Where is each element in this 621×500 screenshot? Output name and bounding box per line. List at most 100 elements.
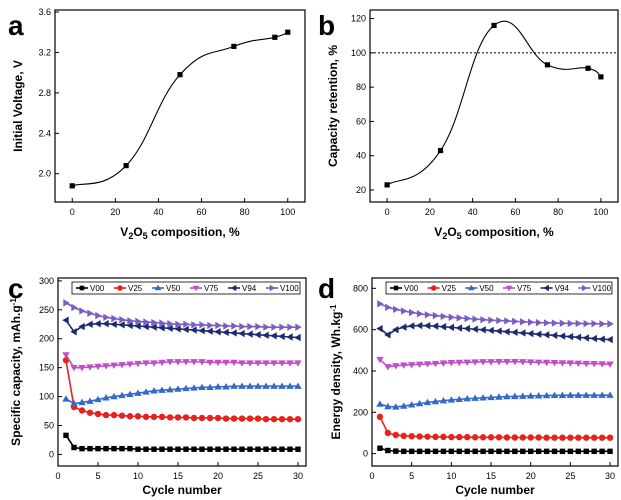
data-point <box>151 446 157 452</box>
data-point <box>177 72 183 78</box>
data-point <box>119 315 126 324</box>
data-point <box>94 395 102 403</box>
data-point <box>295 446 301 452</box>
legend-marker <box>117 285 123 291</box>
x-tick-label: 25 <box>565 471 575 481</box>
data-point <box>528 318 535 326</box>
data-point <box>400 402 408 409</box>
data-point <box>464 433 471 441</box>
data-point <box>607 320 614 328</box>
data-point <box>69 183 75 189</box>
legend-entry: V50 <box>166 284 181 293</box>
data-point <box>456 314 463 322</box>
data-point <box>495 434 503 441</box>
data-point <box>447 323 455 332</box>
data-point <box>166 324 173 333</box>
data-point <box>432 311 440 320</box>
series-line <box>379 303 611 325</box>
y-tick-label: 0 <box>49 449 54 459</box>
data-point <box>393 305 400 314</box>
data-point <box>190 326 197 334</box>
legend-entry: V94 <box>242 284 257 293</box>
y-tick-label: 2.0 <box>38 169 51 179</box>
data-point <box>471 434 479 441</box>
data-point <box>583 434 590 441</box>
y-tick-label: 80 <box>356 82 366 92</box>
data-point <box>431 360 440 368</box>
xlabel-b-rest: composition, % <box>462 225 554 239</box>
data-point <box>70 328 77 336</box>
data-point <box>167 319 174 328</box>
data-point <box>62 395 70 402</box>
data-point <box>463 359 471 366</box>
data-point <box>550 391 559 399</box>
data-point <box>150 323 157 331</box>
x-tick-label: 100 <box>280 207 295 217</box>
xlabel-b-sub1: 2 <box>442 231 447 241</box>
xlabel-b-sub2: 5 <box>457 231 462 241</box>
data-point <box>294 415 302 423</box>
data-point <box>95 311 102 320</box>
data-point <box>102 319 109 328</box>
data-point <box>103 313 110 322</box>
data-point <box>262 415 270 423</box>
data-point <box>590 434 598 441</box>
data-point <box>174 325 181 333</box>
data-point <box>424 448 431 455</box>
data-point <box>150 360 158 367</box>
data-point <box>294 333 301 342</box>
data-point <box>527 329 534 338</box>
x-tick-label: 100 <box>593 207 608 217</box>
data-point <box>583 448 589 455</box>
ylabel-c-main: Specific capacity, mAh.g <box>9 305 23 446</box>
data-point <box>455 359 463 367</box>
data-point <box>190 384 198 391</box>
data-point <box>110 392 118 400</box>
x-tick-label: 40 <box>153 207 163 217</box>
data-point <box>87 309 94 317</box>
data-point <box>598 434 606 441</box>
data-point <box>439 360 448 367</box>
data-point <box>542 391 551 399</box>
data-point <box>456 433 463 441</box>
data-point <box>294 360 302 367</box>
data-point <box>239 322 246 331</box>
data-point <box>415 399 424 407</box>
data-point <box>238 415 246 422</box>
y-tick-label: 400 <box>353 366 368 376</box>
data-point <box>70 399 78 407</box>
data-point <box>471 359 479 366</box>
data-point <box>142 413 150 421</box>
panel-label-d: d <box>318 273 335 304</box>
data-point <box>230 329 237 337</box>
data-point <box>223 322 230 330</box>
data-point <box>558 332 566 340</box>
legend-marker <box>192 285 200 292</box>
data-point <box>575 448 582 455</box>
data-point <box>238 360 246 367</box>
y-axis-label-c: Specific capacity, mAh.g-1 <box>9 298 23 446</box>
series-V94 <box>62 316 301 342</box>
data-point <box>551 319 559 327</box>
data-point <box>543 448 550 455</box>
data-point <box>407 362 416 369</box>
data-point <box>86 397 94 404</box>
data-point <box>198 359 206 366</box>
data-point <box>519 434 526 441</box>
data-point <box>543 319 551 327</box>
data-point <box>392 431 400 439</box>
ylabel-d-main: Energy density, Wh.kg <box>329 312 343 440</box>
data-point <box>440 448 447 455</box>
data-point <box>503 358 511 366</box>
xlabel-a-v: V <box>120 225 128 239</box>
data-point <box>206 359 214 367</box>
data-point <box>407 322 415 330</box>
y-axis-label-a: Initial Voltage, V <box>11 60 25 152</box>
series-V75 <box>376 356 614 371</box>
x-tick-label: 80 <box>240 207 250 217</box>
data-point <box>214 383 222 390</box>
data-point <box>142 322 149 331</box>
data-point <box>151 318 158 327</box>
data-point <box>127 445 133 452</box>
